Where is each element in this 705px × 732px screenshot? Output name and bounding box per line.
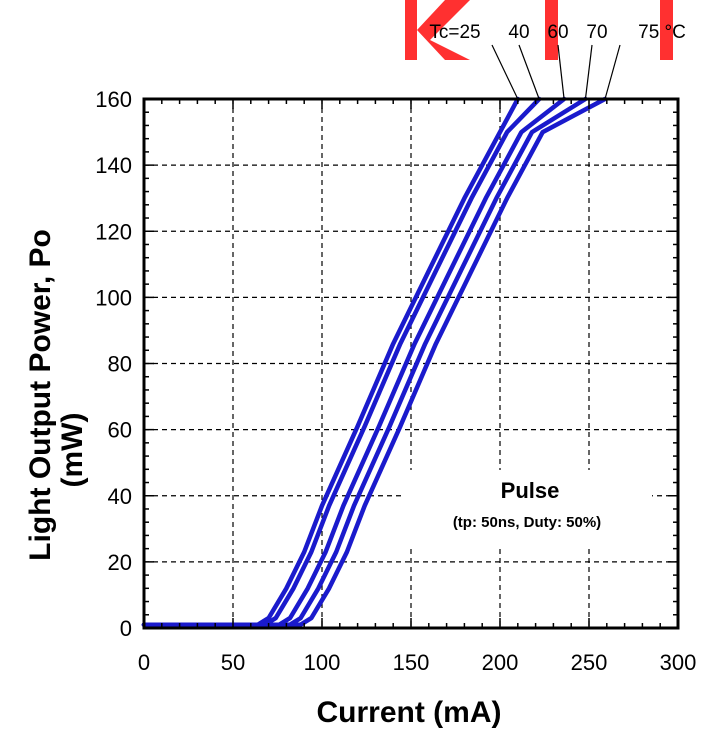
x-tick-label: 100 [304,650,341,675]
temperature-leader-line [491,44,519,100]
temperature-label: 40 [508,22,529,43]
series-line-0 [141,96,521,627]
x-axis-title: Current (mA) [317,696,502,729]
temperature-labels: Tc=25 40 60 70 75 °C [429,22,686,100]
x-tick-label: 50 [221,650,245,675]
series-line-4 [141,96,608,627]
tick-labels: 0 50 100 150 200 250 300 0 20 40 60 80 100 120 140 160 [95,87,696,675]
annotation-title: Pulse [501,478,560,503]
grid-lines [144,99,678,628]
y-axis-title-line-1: Light Output Power, Po [24,229,57,561]
temperature-leader-line [518,44,540,100]
temperature-leader-line [584,44,593,100]
annotation-box [402,470,652,545]
series-line-1 [141,96,542,627]
series-group [141,96,608,627]
y-tick-label: 120 [95,219,132,244]
y-tick-label: 40 [108,484,132,509]
x-tick-label: 250 [571,650,608,675]
temperature-label: 70 [586,22,607,43]
series-line-2 [141,96,567,627]
temperature-label: Tc=25 [429,22,480,43]
y-tick-label: 20 [108,550,132,575]
y-tick-label: 60 [108,418,132,443]
y-tick-label: 160 [95,87,132,112]
annotation-subtitle: (tp: 50ns, Duty: 50%) [453,514,601,531]
x-tick-label: 150 [393,650,430,675]
y-tick-label: 100 [95,285,132,310]
y-axis-title-line-2: (mW) [56,413,89,488]
y-tick-label: 140 [95,153,132,178]
y-tick-label: 80 [108,352,132,377]
temperature-leader-line [557,44,565,100]
x-tick-label: 0 [138,650,150,675]
temperature-label: 75 °C [638,22,686,43]
tick-marks [143,98,679,629]
y-axis-title: Light Output Power, Po (mW) [24,229,89,561]
watermark [405,0,673,60]
x-tick-label: 200 [482,650,519,675]
x-tick-label: 300 [660,650,697,675]
y-tick-label: 0 [120,616,132,641]
temperature-label: 60 [547,22,568,43]
series-line-3 [141,96,588,627]
temperature-leader-line [604,44,621,100]
